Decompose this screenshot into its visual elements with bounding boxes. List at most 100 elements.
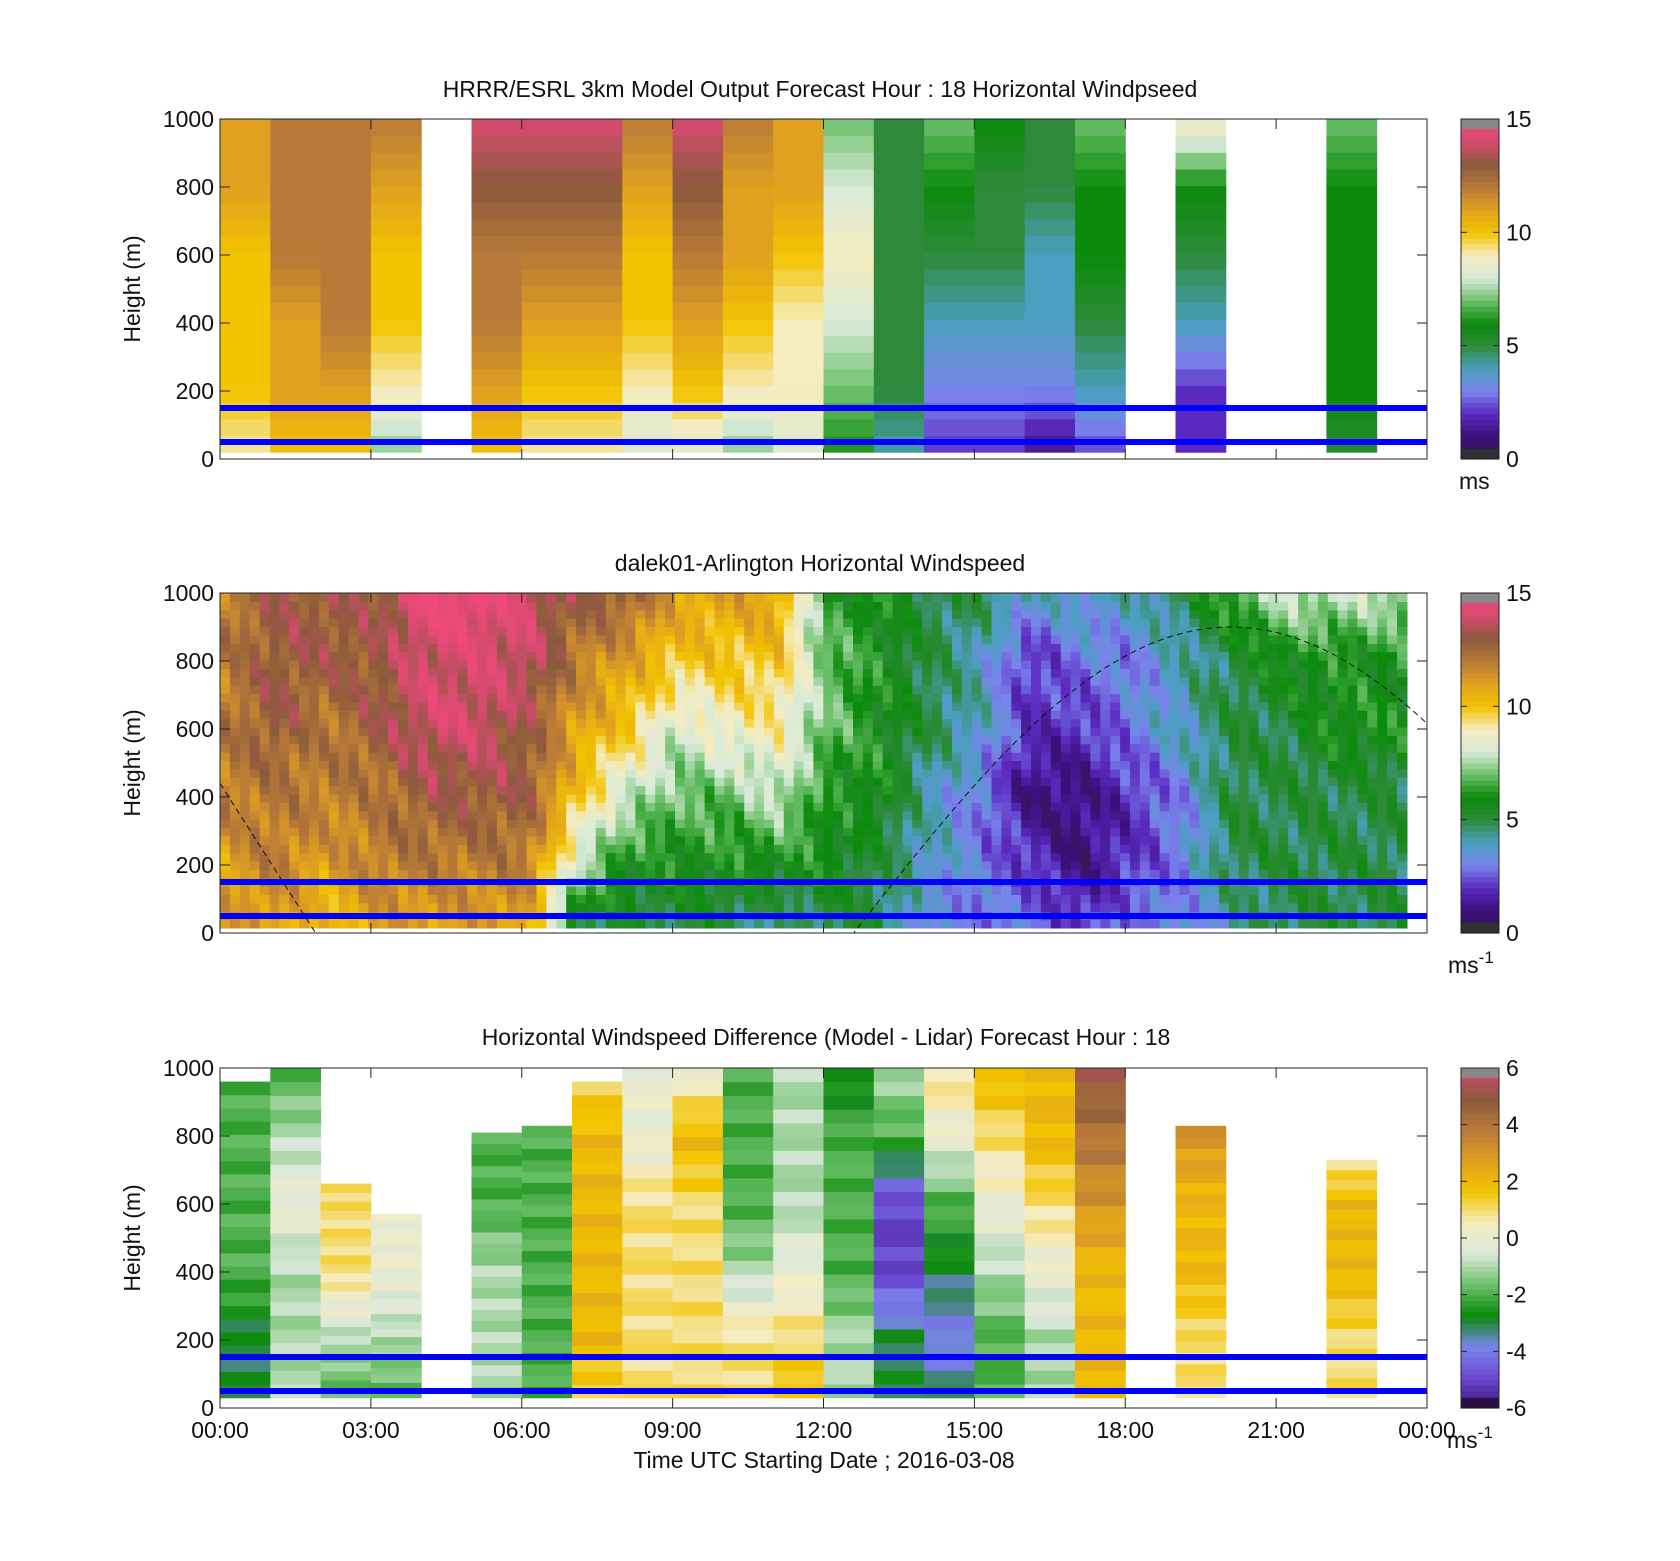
lidar-cell (398, 802, 409, 812)
model-cell (873, 202, 925, 220)
lidar-cell (971, 643, 983, 653)
lidar-cell (951, 651, 963, 661)
lidar-cell (1040, 852, 1052, 862)
model-cell (270, 385, 322, 403)
lidar-cell (546, 835, 557, 845)
lidar-cell (516, 894, 528, 904)
lidar-cell (556, 651, 567, 661)
model-cell (873, 302, 925, 320)
lidar-cell (665, 777, 676, 787)
lidar-cell (1228, 676, 1240, 686)
lidar-cell (378, 593, 389, 602)
lidar-cell (971, 827, 983, 837)
lidar-cell (1298, 626, 1309, 636)
lidar-cell (1060, 601, 1072, 611)
lidar-cell (1159, 710, 1171, 720)
lidar-cell (932, 685, 943, 695)
lidar-cell (576, 634, 587, 644)
lidar-cell (586, 660, 597, 669)
lidar-cell (348, 827, 360, 837)
lidar-cell (487, 634, 498, 644)
lidar-cell (477, 601, 488, 611)
lidar-cell (595, 668, 607, 678)
lidar-cell (259, 810, 271, 820)
lidar-cell (1179, 760, 1190, 770)
lidar-cell (309, 618, 320, 628)
lidar-cell (1070, 793, 1082, 803)
lidar-cell (813, 626, 824, 636)
lidar-cell (546, 609, 557, 619)
lidar-cell (665, 618, 676, 628)
lidar-cell (1011, 777, 1022, 787)
lidar-cell (1268, 777, 1279, 787)
lidar-cell (546, 718, 557, 728)
lidar-cell (1258, 710, 1269, 720)
lidar-cell (991, 634, 1002, 644)
lidar-cell (1179, 710, 1190, 720)
lidar-cell (1080, 819, 1091, 829)
lidar-cell (833, 626, 844, 636)
lidar-cell (269, 676, 280, 686)
lidar-cell (536, 668, 547, 678)
model-cell (722, 368, 774, 387)
lidar-cell (1268, 593, 1279, 602)
lidar-cell (378, 651, 389, 661)
lidar-cell (1308, 835, 1319, 845)
lidar-cell (862, 727, 874, 736)
lidar-cell (1050, 752, 1062, 762)
lidar-cell (912, 869, 923, 879)
lidar-cell (1199, 593, 1210, 602)
lidar-cell (299, 819, 310, 829)
lidar-cell (853, 752, 864, 762)
lidar-cell (259, 752, 271, 762)
lidar-cell (328, 643, 340, 653)
colorbar-segment (1461, 391, 1499, 398)
lidar-cell (249, 727, 261, 736)
lidar-cell (645, 668, 656, 678)
model-cell (1024, 302, 1076, 320)
lidar-cell (338, 819, 350, 829)
lidar-cell (823, 626, 834, 636)
lidar-cell (318, 626, 330, 636)
lidar-cell (299, 685, 310, 695)
lidar-cell (773, 902, 785, 912)
model-cell (773, 235, 824, 253)
lidar-cell (1060, 643, 1072, 653)
lidar-cell (853, 819, 864, 829)
lidar-cell (388, 752, 399, 762)
lidar-cell (872, 634, 884, 644)
lidar-cell (942, 835, 953, 845)
lidar-cell (724, 735, 735, 745)
lidar-cell (1070, 668, 1082, 678)
lidar-cell (378, 710, 389, 720)
lidar-cell (1179, 827, 1190, 837)
model-cell (1175, 418, 1227, 437)
lidar-cell (1060, 685, 1072, 695)
lidar-cell (576, 869, 587, 879)
lidar-cell (1070, 802, 1082, 812)
lidar-cell (1209, 701, 1220, 711)
lidar-cell (1258, 626, 1269, 636)
lidar-cell (417, 869, 429, 879)
lidar-cell (1090, 902, 1101, 912)
lidar-cell (1189, 685, 1200, 695)
lidar-cell (1159, 660, 1171, 669)
lidar-cell (773, 768, 785, 778)
model-cell (370, 368, 422, 387)
lidar-cell (1209, 676, 1220, 686)
lidar-cell (1110, 768, 1121, 778)
lidar-cell (605, 752, 617, 762)
lidar-cell (1129, 752, 1141, 762)
lidar-cell (1298, 785, 1309, 795)
lidar-cell (1021, 785, 1032, 795)
lidar-cell (269, 651, 280, 661)
lidar-cell (309, 768, 320, 778)
model-cell (924, 219, 975, 237)
lidar-cell (1070, 651, 1082, 661)
lidar-cell (407, 785, 419, 795)
lidar-cell (932, 626, 943, 636)
lidar-cell (506, 593, 518, 602)
lidar-cell (526, 844, 538, 854)
lidar-cell (1031, 860, 1042, 870)
lidar-cell (665, 609, 676, 619)
